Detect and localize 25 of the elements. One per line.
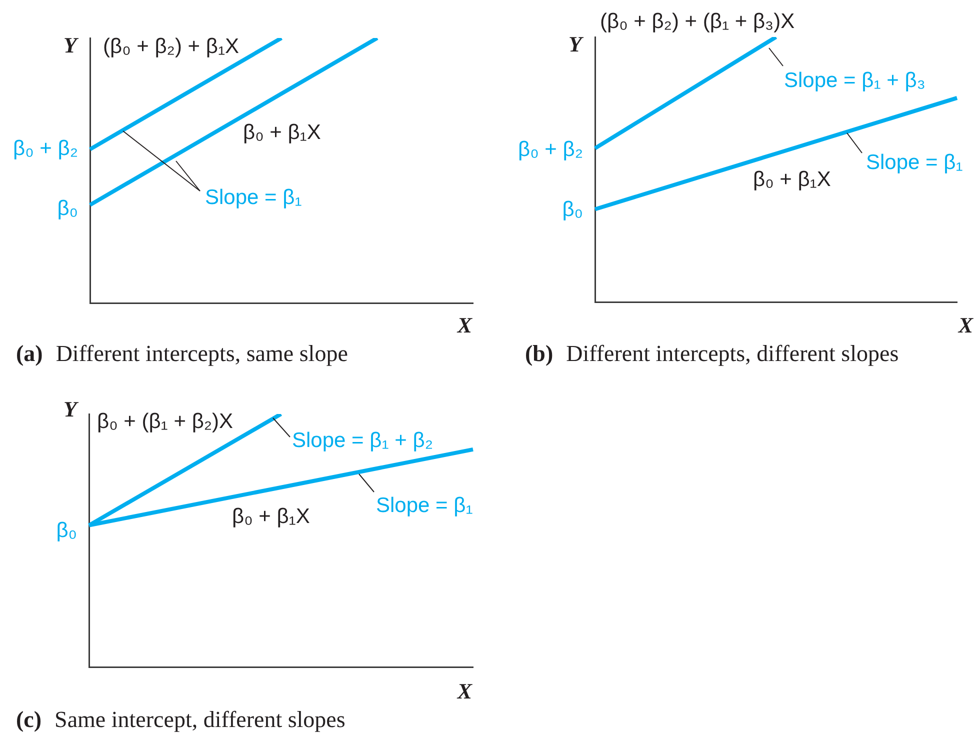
y-axis-title: Y xyxy=(64,32,80,58)
annotation: Slope = β₁ xyxy=(376,494,473,517)
series-label: (β₀ + β₂) + (β₁ + β₃)X xyxy=(600,10,795,33)
series-label: β₀ + β₁X xyxy=(753,168,831,191)
text: (a) Different intercepts, same slope xyxy=(16,340,348,366)
text: β₀ xyxy=(56,518,77,542)
text: (b) Different intercepts, different slopes xyxy=(525,340,899,366)
series-label: β₀ + (β₁ + β₂)X xyxy=(97,410,234,433)
series-label: β₀ + β₁X xyxy=(232,504,310,528)
x-axis-title: X xyxy=(456,678,474,704)
annotation: Slope = β₁ + β₃ xyxy=(784,68,926,92)
series-label: (β₀ + β₂) + β₁X xyxy=(103,34,240,58)
x-axis-title: X xyxy=(957,312,974,338)
annotation: Slope = β₁ + β₂ xyxy=(292,428,433,452)
y-axis-title: Y xyxy=(568,32,585,57)
x-axis-title: X xyxy=(456,312,474,338)
text: β₀ xyxy=(562,198,583,221)
y-axis-title: Y xyxy=(64,396,80,422)
annotation: Slope = β₁ xyxy=(866,150,963,174)
text: (c) Same intercept, different slopes xyxy=(16,706,346,732)
text: β₀ + β₂ xyxy=(518,138,583,161)
annotation: Slope = β₁ xyxy=(205,186,302,209)
series-label: β₀ + β₁X xyxy=(243,120,321,144)
text: β₀ + β₂ xyxy=(13,136,78,160)
text: β₀ xyxy=(57,196,78,220)
